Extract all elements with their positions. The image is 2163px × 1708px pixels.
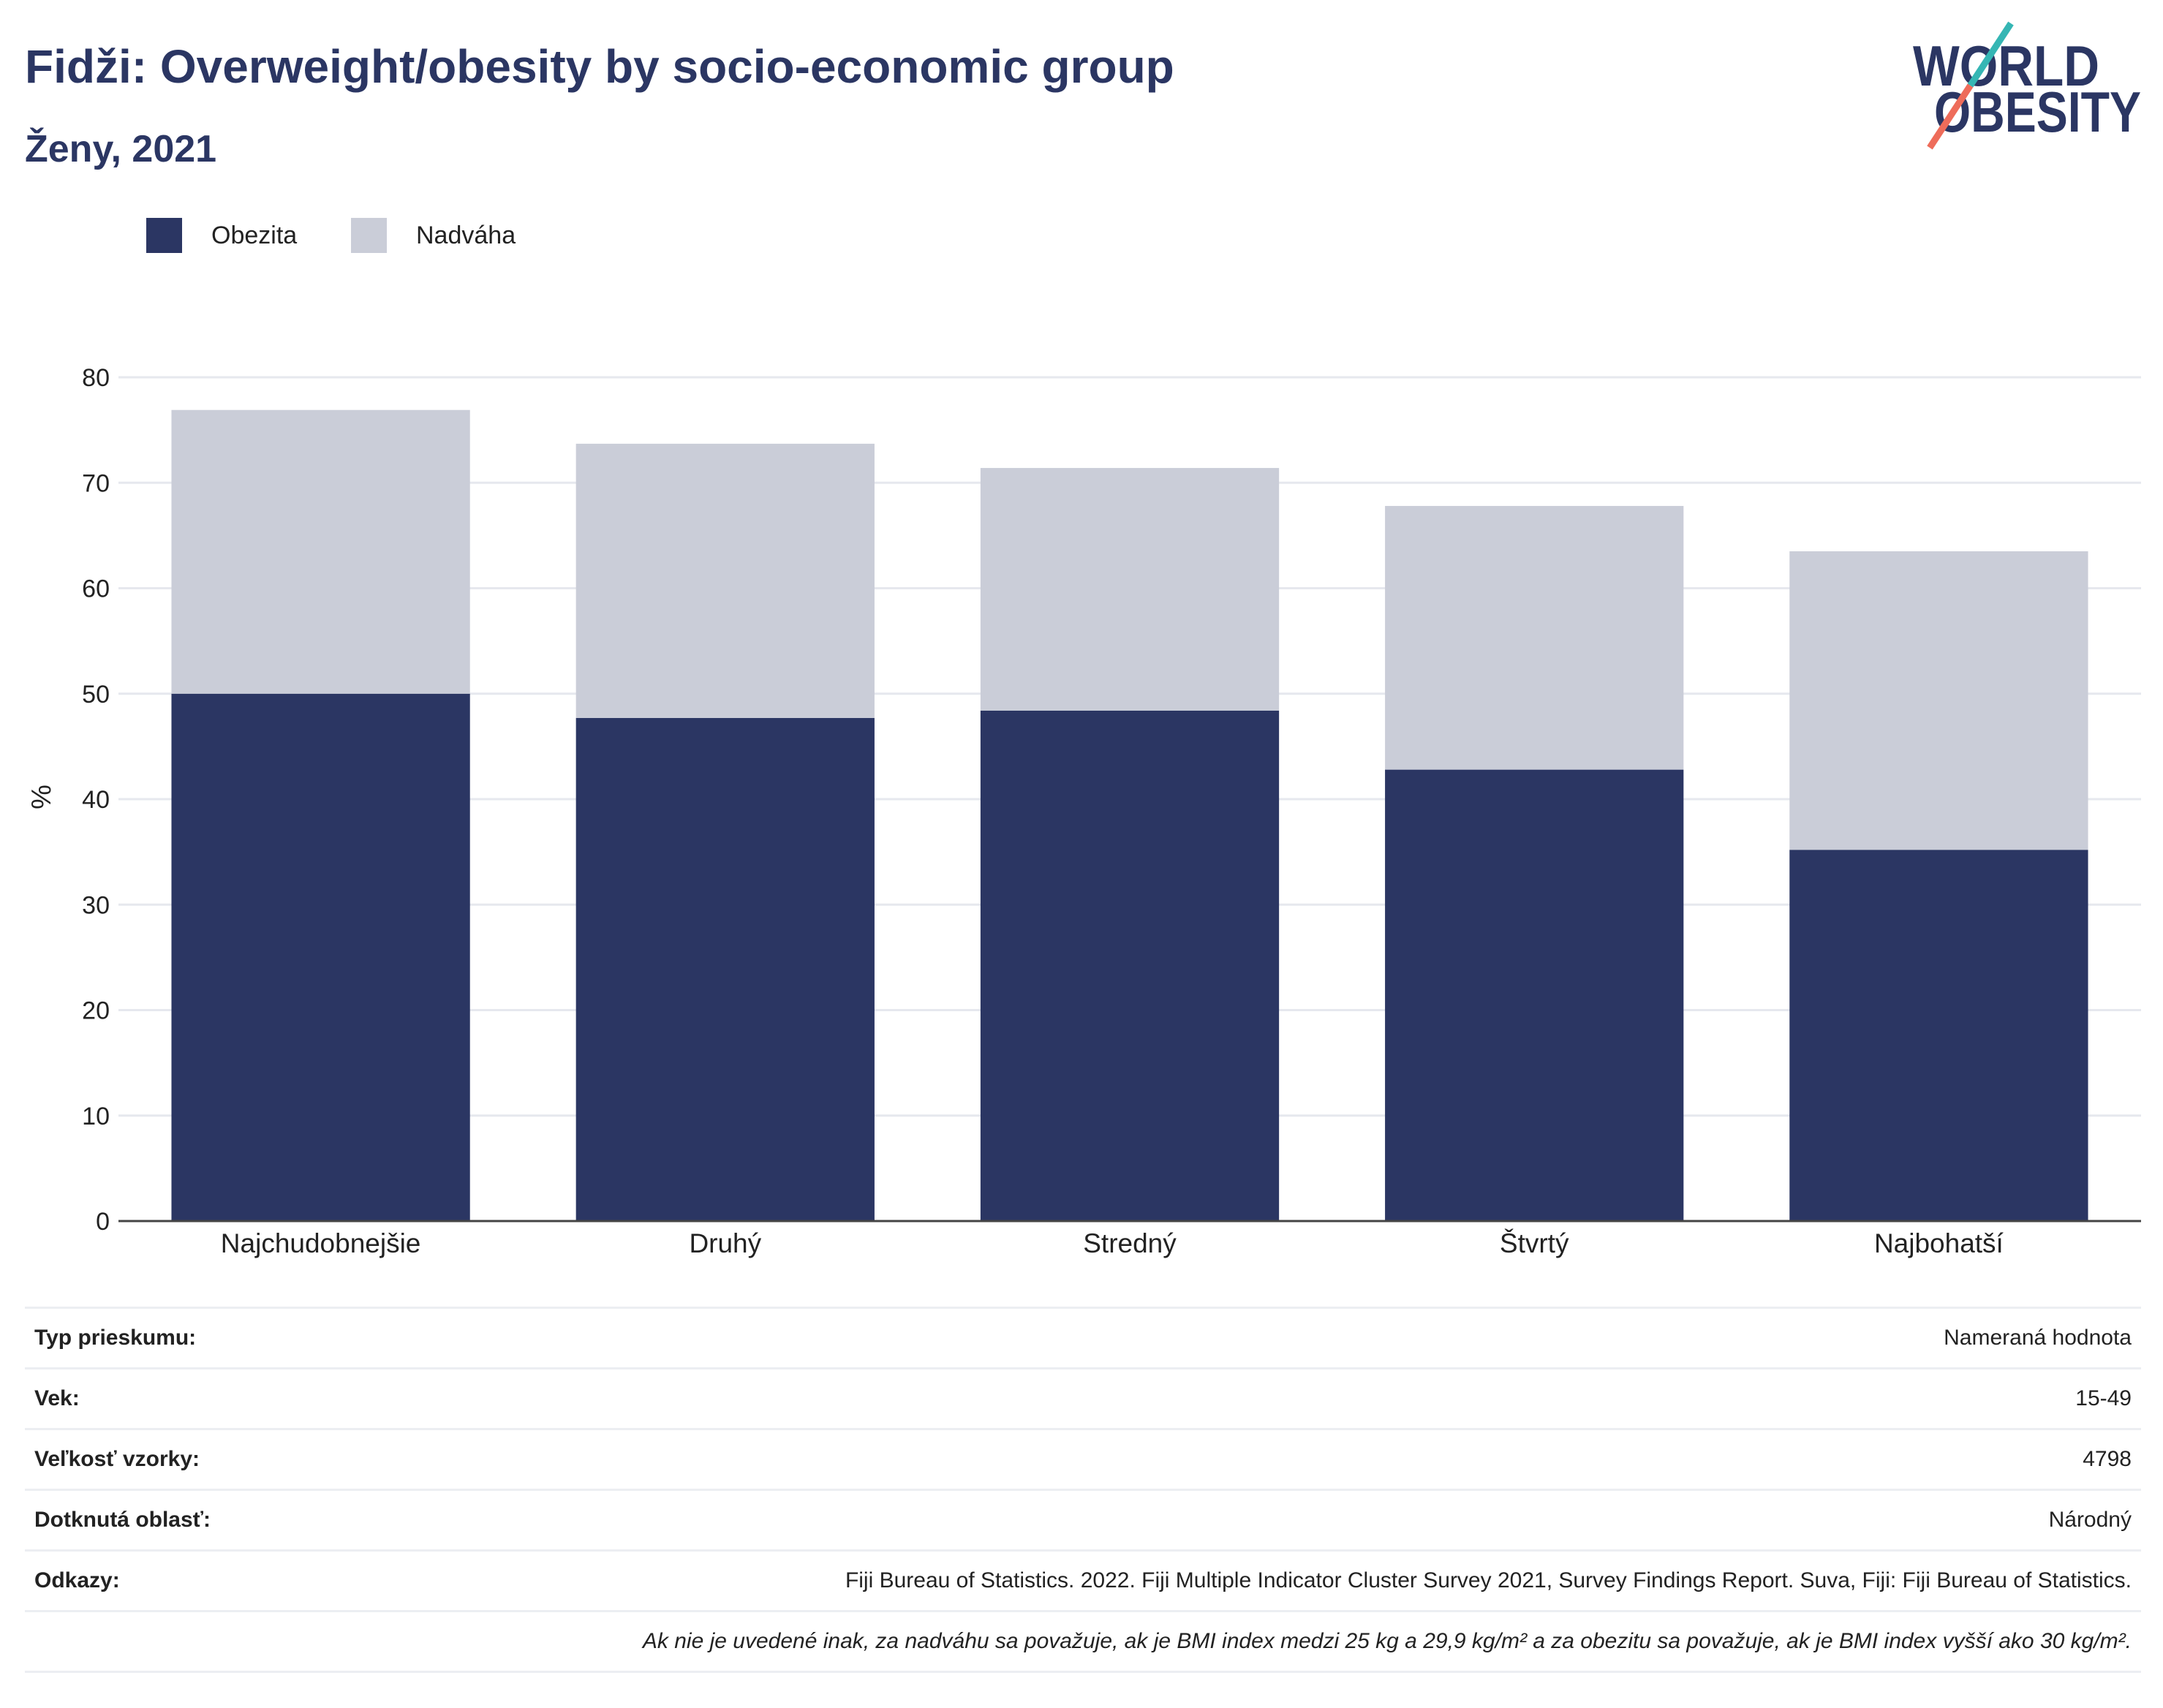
bar-segment-nadvaha-1 [575,443,875,718]
legend-swatch-nadvaha [351,218,387,253]
survey-details-table: Typ prieskumu: Nameraná hodnota Vek: 15-… [25,1307,2141,1673]
details-row-sample-size: Veľkosť vzorky: 4798 [25,1428,2141,1489]
y-tick-label: 60 [82,575,110,603]
chart-title: Fidži: Overweight/obesity by socio-econo… [25,40,1174,93]
details-row-references: Odkazy: Fiji Bureau of Statistics. 2022.… [25,1549,2141,1610]
details-row-survey-type: Typ prieskumu: Nameraná hodnota [25,1307,2141,1367]
y-axis-label: % [26,785,57,809]
details-label: Veľkosť vzorky: [34,1447,200,1471]
bar-segment-obezita-4 [1789,850,2088,1221]
details-label: Odkazy: [34,1568,120,1592]
legend-label-obezita: Obezita [211,222,298,249]
details-row-age: Vek: 15-49 [25,1367,2141,1428]
details-value: Fiji Bureau of Statistics. 2022. Fiji Mu… [845,1568,2132,1592]
bar-segment-nadvaha-4 [1789,551,2088,850]
y-tick-label: 10 [82,1103,110,1130]
details-row-area: Dotknutá oblasť: Národný [25,1489,2141,1549]
legend-item-obezita[interactable]: Obezita [146,218,297,253]
details-value: 4798 [2083,1447,2132,1471]
logo-text-world: WORLD [1913,34,2099,98]
stacked-bar-chart: 0 10 20 30 40 50 60 70 80 Najchudobnejšie Druhý Str… [26,364,2141,1258]
bar-segment-nadvaha-3 [1385,505,1684,770]
details-label: Dotknutá oblasť: [34,1508,211,1532]
y-tick-label: 40 [82,786,110,814]
y-tick-label: 50 [82,681,110,708]
bar-segment-obezita-3 [1385,769,1684,1221]
legend-swatch-obezita [146,218,182,253]
bar-segment-obezita-0 [171,693,470,1221]
bar-segment-nadvaha-2 [980,468,1280,711]
x-tick-label: Druhý [689,1228,761,1258]
details-footnote-row: Ak nie je uvedené inak, za nadváhu sa po… [25,1610,2141,1673]
y-tick-label: 70 [82,469,110,497]
bar-segment-nadvaha-0 [171,409,470,694]
chart-subtitle: Ženy, 2021 [25,128,217,170]
logo-slash-teal [1967,21,2014,88]
y-tick-label: 0 [96,1208,110,1236]
details-value: Národný [2048,1508,2132,1532]
legend-item-nadvaha[interactable]: Nadváha [351,218,516,253]
axes: 0 10 20 30 40 50 60 70 80 Najchudobnejšie Druhý Str… [82,364,2141,1258]
y-tick-label: 20 [82,997,110,1025]
details-label: Typ prieskumu: [34,1326,197,1350]
y-tick-label: 30 [82,891,110,919]
x-tick-label: Najchudobnejšie [221,1228,421,1258]
x-tick-label: Stredný [1083,1228,1177,1258]
x-tick-label: Štvrtý [1500,1228,1569,1258]
details-label: Vek: [34,1386,80,1410]
logo-slash-salmon [1927,83,1974,150]
bmi-definition-footnote: Ak nie je uvedené inak, za nadváhu sa po… [642,1629,2132,1653]
details-value: Nameraná hodnota [1944,1326,2132,1350]
bar-segment-obezita-1 [575,717,875,1221]
details-value: 15-49 [2075,1386,2132,1410]
bars [171,409,2088,1221]
world-obesity-logo: WORLD OBESITY [1913,21,2141,150]
y-tick-label: 80 [82,364,110,392]
legend-label-nadvaha: Nadváha [416,222,516,249]
bar-segment-obezita-2 [980,710,1280,1221]
x-tick-label: Najbohatší [1874,1228,2004,1258]
